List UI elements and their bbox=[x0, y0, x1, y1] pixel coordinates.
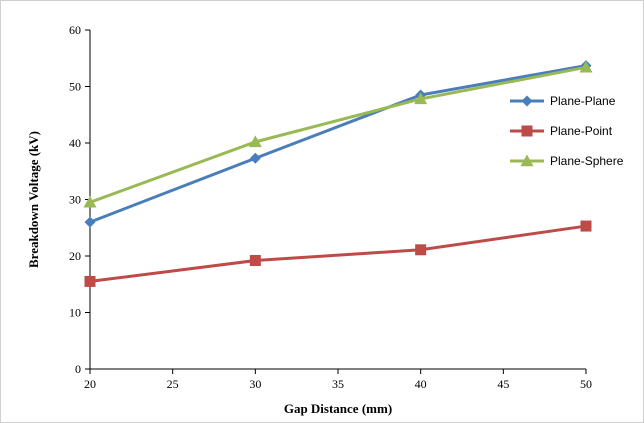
x-tick-label: 40 bbox=[415, 377, 427, 391]
series-layer bbox=[83, 60, 593, 287]
data-point bbox=[84, 216, 96, 228]
y-tick-label: 50 bbox=[69, 80, 81, 94]
series-line bbox=[89, 65, 587, 204]
data-point bbox=[248, 135, 262, 148]
x-tick-label: 30 bbox=[249, 377, 261, 391]
legend-label: Plane-Plane bbox=[550, 94, 616, 108]
legend-swatch-marker bbox=[520, 154, 534, 167]
legend-item: Plane-Plane bbox=[510, 94, 616, 108]
legend-item: Plane-Point bbox=[510, 124, 613, 138]
data-point bbox=[580, 220, 592, 232]
x-axis-title: Gap Distance (mm) bbox=[284, 401, 392, 416]
series-line bbox=[89, 64, 587, 224]
series-plane-point bbox=[84, 220, 592, 287]
data-point bbox=[249, 255, 261, 267]
data-point bbox=[84, 275, 96, 287]
data-point bbox=[414, 92, 428, 105]
data-point bbox=[249, 152, 261, 164]
legend-swatch-marker bbox=[521, 95, 533, 107]
legend-label: Plane-Point bbox=[550, 124, 613, 138]
series-line bbox=[89, 224, 587, 283]
legend: Plane-Plane Plane-Point Plane-Sphere bbox=[510, 94, 624, 168]
x-tick-label: 25 bbox=[167, 377, 179, 391]
legend-label: Plane-Sphere bbox=[550, 154, 624, 168]
data-point bbox=[579, 60, 593, 73]
x-tick-label: 50 bbox=[580, 377, 592, 391]
y-tick-label: 40 bbox=[69, 136, 81, 150]
y-tick-label: 0 bbox=[75, 362, 81, 376]
y-axis-title: Breakdown Voltage (kV) bbox=[26, 131, 41, 268]
legend-item: Plane-Sphere bbox=[510, 154, 624, 168]
series-plane-sphere bbox=[83, 60, 593, 208]
data-point bbox=[415, 244, 427, 256]
axes: 0 10 20 30 40 50 60 20 25 30 35 40 45 50 bbox=[69, 23, 592, 391]
y-tick-label: 20 bbox=[69, 249, 81, 263]
x-tick-label: 45 bbox=[497, 377, 509, 391]
data-point bbox=[83, 195, 97, 208]
legend-swatch-marker bbox=[521, 125, 533, 137]
x-tick-label: 20 bbox=[84, 377, 96, 391]
y-tick-label: 60 bbox=[69, 23, 81, 37]
y-tick-label: 30 bbox=[69, 193, 81, 207]
y-tick-label: 10 bbox=[69, 306, 81, 320]
x-tick-label: 35 bbox=[332, 377, 344, 391]
